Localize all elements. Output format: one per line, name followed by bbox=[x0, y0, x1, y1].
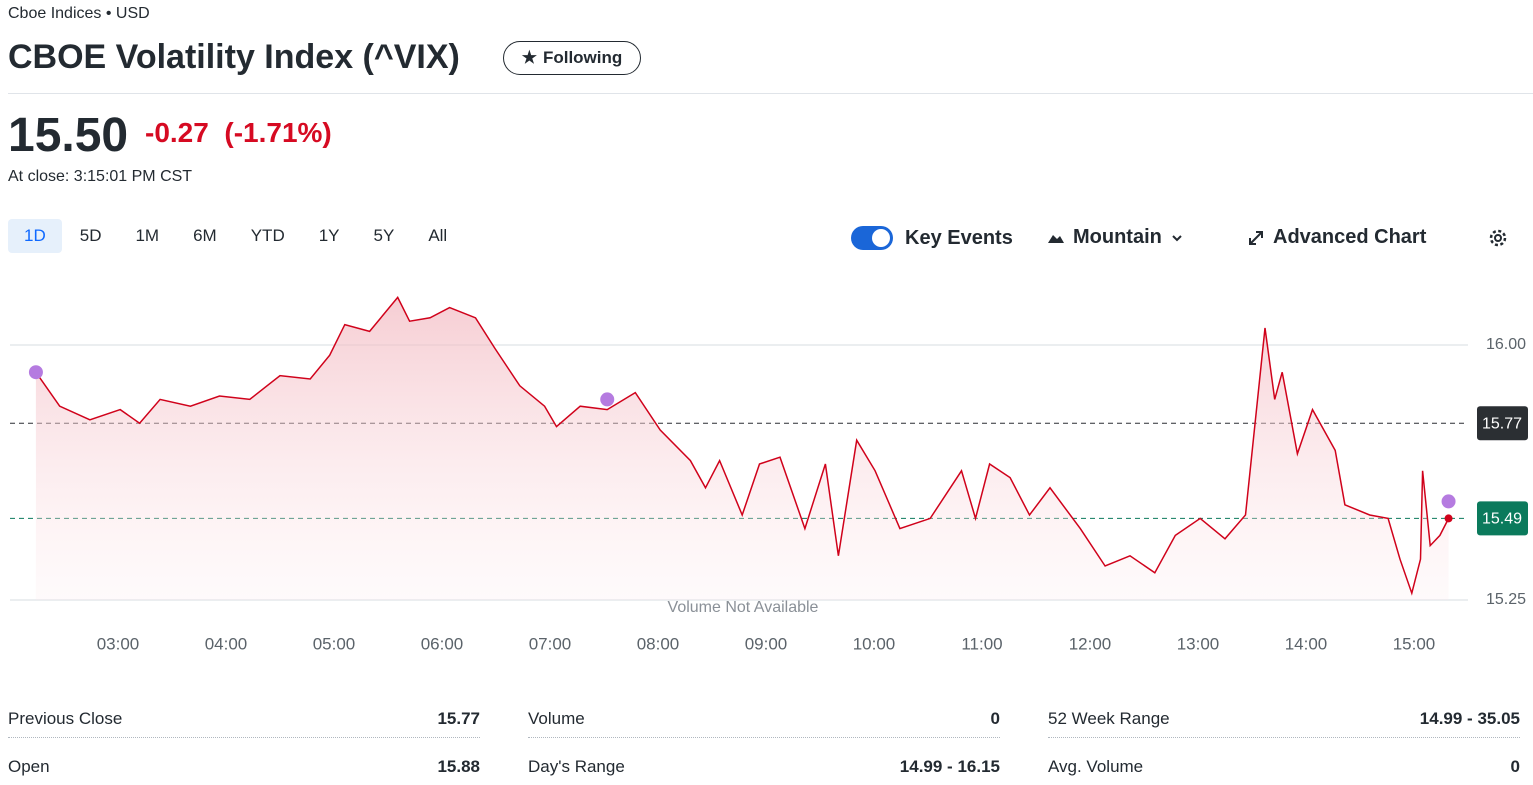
advanced-chart[interactable]: Advanced Chart bbox=[1247, 226, 1426, 249]
range-tab[interactable]: 1Y bbox=[318, 226, 340, 245]
stat-value: 14.99 - 35.05 bbox=[1419, 709, 1520, 728]
x-tick-label: 15:00 bbox=[1393, 634, 1436, 653]
stat-label: 52 Week Range bbox=[1048, 709, 1170, 728]
key-event bbox=[28, 365, 43, 380]
y-tick-label: 15.25 bbox=[1486, 591, 1526, 608]
chart: 15.25 16.00 03:00 04:00 05:00 06:00 07:00 08:00… bbox=[10, 296, 1528, 653]
range-tab[interactable]: All bbox=[428, 226, 448, 245]
change-pct: (-1.71%) bbox=[224, 117, 332, 148]
x-tick-label: 06:00 bbox=[421, 634, 464, 653]
range-tab[interactable]: 6M bbox=[193, 226, 217, 245]
follow-button[interactable]: ★ Following bbox=[503, 41, 641, 75]
change: -0.27 (-1.71%) bbox=[145, 117, 332, 149]
advanced-label: Advanced Chart bbox=[1273, 226, 1427, 248]
x-tick-label: 09:00 bbox=[745, 634, 788, 653]
x-tick-label: 10:00 bbox=[853, 634, 896, 653]
mountain-icon bbox=[1048, 234, 1064, 243]
toggle[interactable] bbox=[851, 226, 893, 250]
x-tick-label: 07:00 bbox=[529, 634, 572, 653]
price: 15.50 bbox=[8, 109, 129, 162]
stat-row: Open 15.88 bbox=[8, 749, 480, 785]
stat-row: Avg. Volume 0 bbox=[1048, 749, 1520, 785]
title: CBOE Volatility Index (^VIX) bbox=[8, 38, 460, 76]
stat-row: Volume 0 bbox=[528, 701, 1000, 738]
stat-label: Previous Close bbox=[8, 709, 123, 728]
x-tick-label: 14:00 bbox=[1285, 634, 1328, 653]
x-tick-label: 11:00 bbox=[961, 634, 1002, 653]
key-event bbox=[600, 392, 615, 407]
stat-label: Day's Range bbox=[528, 757, 625, 776]
price-tag-label: 15.77 bbox=[1482, 415, 1522, 432]
range-tab[interactable]: 1D bbox=[8, 219, 62, 253]
stat-label: Avg. Volume bbox=[1048, 757, 1144, 776]
chart-type-label: Mountain bbox=[1073, 226, 1162, 248]
stat-value: 15.88 bbox=[437, 757, 480, 776]
range-tab[interactable]: YTD bbox=[250, 226, 285, 245]
key-events-label: Key Events bbox=[905, 226, 1013, 249]
follow-label: Following bbox=[542, 48, 623, 67]
star-icon: ★ bbox=[521, 48, 537, 67]
divider bbox=[8, 93, 1533, 94]
last-point bbox=[1444, 514, 1453, 523]
y-tick-label: 16.00 bbox=[1486, 336, 1526, 353]
range-tab[interactable]: 5D bbox=[79, 226, 102, 245]
stat-label: Volume bbox=[528, 709, 585, 728]
stat-row: Day's Range 14.99 - 16.15 bbox=[528, 749, 1000, 785]
area-fill bbox=[35, 297, 1449, 600]
change-value: -0.27 bbox=[145, 117, 209, 148]
stat-value: 0 bbox=[1510, 757, 1520, 776]
exchange: Cboe Indices • USD bbox=[8, 5, 150, 22]
chevron bbox=[1172, 234, 1182, 241]
expand-icon bbox=[1249, 230, 1263, 245]
key-event bbox=[1441, 494, 1456, 509]
annotation: Volume Not Available bbox=[668, 599, 819, 616]
stat-row: Previous Close 15.77 bbox=[8, 701, 480, 738]
stat-value: 14.99 - 16.15 bbox=[899, 757, 1000, 776]
x-tick-label: 13:00 bbox=[1177, 634, 1220, 653]
price-tag-label: 15.49 bbox=[1482, 511, 1522, 528]
x-tick-label: 03:00 bbox=[97, 634, 140, 653]
x-tick-label: 08:00 bbox=[637, 634, 680, 653]
range-tab[interactable]: 1M bbox=[135, 226, 160, 245]
x-tick-label: 04:00 bbox=[205, 634, 248, 653]
chart-type-menu[interactable]: Mountain bbox=[1047, 226, 1184, 249]
stat-row: 52 Week Range 14.99 - 35.05 bbox=[1048, 701, 1520, 738]
close-time: At close: 3:15:01 PM CST bbox=[8, 168, 193, 185]
stat-label: Open bbox=[8, 757, 50, 776]
price-line bbox=[35, 296, 1450, 596]
price-tag bbox=[1477, 501, 1528, 536]
x-tick-label: 05:00 bbox=[313, 634, 356, 653]
x-tick-label: 12:00 bbox=[1069, 634, 1112, 653]
stat-value: 15.77 bbox=[437, 709, 480, 728]
stat-value: 0 bbox=[990, 709, 1000, 728]
settings-icon[interactable] bbox=[1487, 227, 1509, 249]
key-events-toggle[interactable]: Key Events bbox=[851, 226, 1013, 250]
range-tab[interactable]: 5Y bbox=[373, 226, 395, 245]
range-tabs: 1D 5D 1M 6M YTD 1Y 5Y All bbox=[8, 219, 465, 253]
price-tag bbox=[1477, 406, 1528, 441]
